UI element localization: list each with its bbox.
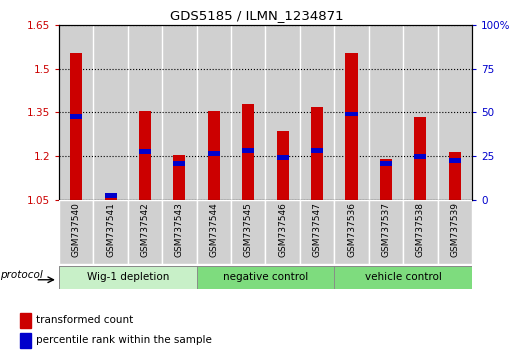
Bar: [277, 155, 289, 160]
Bar: [380, 161, 392, 166]
Text: percentile rank within the sample: percentile rank within the sample: [36, 335, 212, 345]
Bar: [105, 193, 116, 198]
Bar: [415, 117, 426, 200]
Text: transformed count: transformed count: [36, 315, 133, 325]
Text: GSM737545: GSM737545: [244, 202, 253, 257]
Bar: [105, 193, 116, 200]
Bar: [334, 25, 369, 200]
Bar: [311, 107, 323, 200]
Bar: [139, 149, 151, 154]
Bar: [345, 52, 358, 200]
Text: GSM737544: GSM737544: [209, 202, 219, 257]
Bar: [334, 200, 369, 264]
Bar: [369, 25, 403, 200]
Bar: [196, 200, 231, 264]
Bar: [93, 25, 128, 200]
Bar: [265, 200, 300, 264]
Text: GSM737541: GSM737541: [106, 202, 115, 257]
Text: vehicle control: vehicle control: [365, 272, 442, 282]
Bar: [70, 114, 82, 119]
Text: GSM737536: GSM737536: [347, 202, 356, 257]
Bar: [196, 25, 231, 200]
Bar: [449, 152, 461, 200]
Bar: [300, 200, 334, 264]
Bar: [311, 148, 323, 153]
Bar: [128, 25, 162, 200]
Bar: [438, 25, 472, 200]
Bar: [369, 200, 403, 264]
Bar: [438, 200, 472, 264]
Text: GSM737546: GSM737546: [278, 202, 287, 257]
Bar: [173, 161, 186, 166]
Bar: [162, 25, 196, 200]
Bar: [20, 313, 31, 328]
Bar: [59, 25, 93, 200]
Bar: [196, 266, 334, 289]
Text: GSM737539: GSM737539: [450, 202, 459, 257]
Bar: [208, 111, 220, 200]
Bar: [231, 25, 266, 200]
Bar: [380, 159, 392, 200]
Text: Wig-1 depletion: Wig-1 depletion: [87, 272, 169, 282]
Bar: [242, 148, 254, 153]
Text: GSM737538: GSM737538: [416, 202, 425, 257]
Bar: [403, 25, 438, 200]
Bar: [277, 131, 289, 200]
Text: GDS5185 / ILMN_1234871: GDS5185 / ILMN_1234871: [170, 9, 343, 22]
Bar: [93, 200, 128, 264]
Bar: [139, 111, 151, 200]
Bar: [345, 112, 358, 116]
Bar: [162, 200, 196, 264]
Bar: [128, 200, 162, 264]
Bar: [242, 104, 254, 200]
Text: GSM737540: GSM737540: [72, 202, 81, 257]
Bar: [59, 200, 93, 264]
Bar: [265, 25, 300, 200]
Bar: [334, 266, 472, 289]
Text: negative control: negative control: [223, 272, 308, 282]
Bar: [208, 151, 220, 156]
Bar: [231, 200, 266, 264]
Bar: [403, 200, 438, 264]
Bar: [173, 155, 186, 200]
Bar: [415, 154, 426, 159]
Text: GSM737537: GSM737537: [382, 202, 390, 257]
Text: GSM737542: GSM737542: [141, 202, 149, 257]
Text: GSM737547: GSM737547: [312, 202, 322, 257]
Bar: [449, 158, 461, 163]
Bar: [300, 25, 334, 200]
Bar: [20, 332, 31, 348]
Bar: [70, 52, 82, 200]
Text: GSM737543: GSM737543: [175, 202, 184, 257]
Text: protocol: protocol: [0, 270, 43, 280]
Bar: [59, 266, 196, 289]
